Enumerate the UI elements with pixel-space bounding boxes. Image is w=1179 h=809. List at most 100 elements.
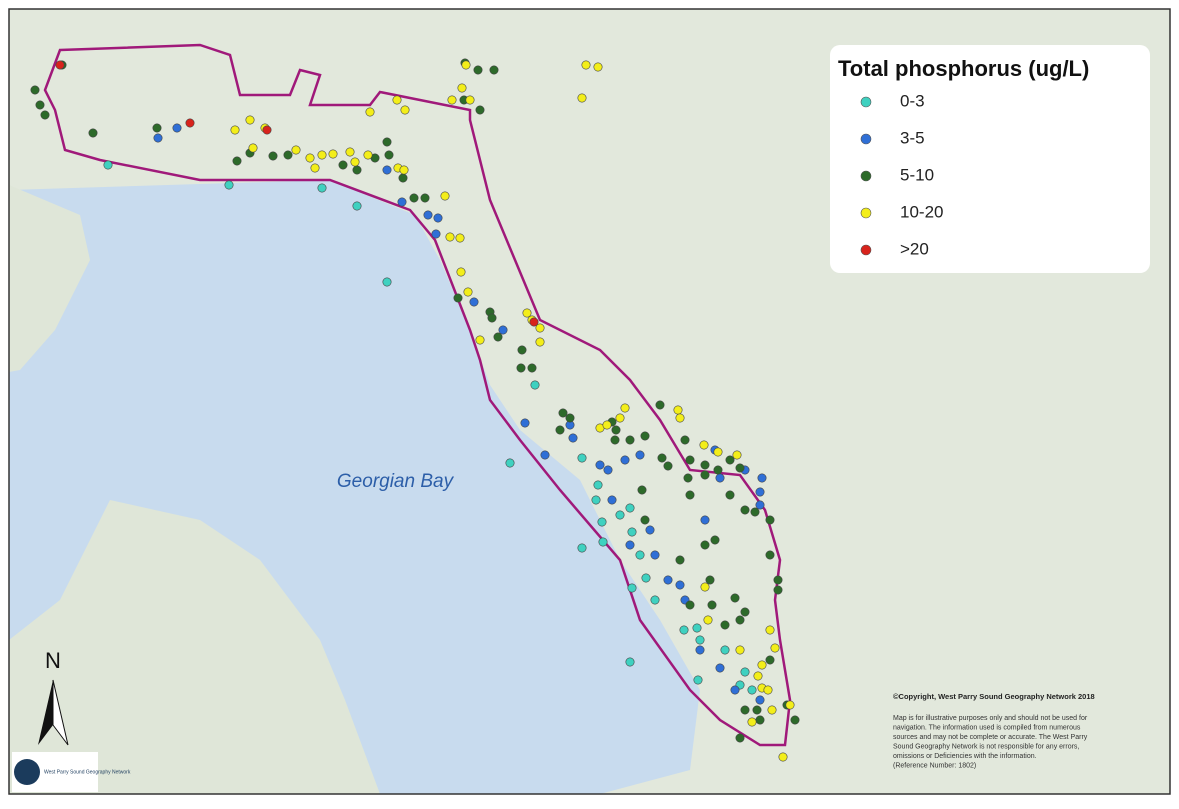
sample-point xyxy=(487,313,497,323)
sample-point xyxy=(40,110,50,120)
sample-point xyxy=(715,663,725,673)
sample-point xyxy=(645,525,655,535)
disclaimer-line: navigation. The information used is comp… xyxy=(893,724,1081,731)
disclaimer-line: Map is for illustrative purposes only an… xyxy=(893,715,1088,722)
sample-point xyxy=(703,615,713,625)
sample-point xyxy=(153,133,163,143)
sample-point xyxy=(540,450,550,460)
sample-point xyxy=(565,413,575,423)
sample-point xyxy=(620,455,630,465)
sample-point xyxy=(328,149,338,159)
sample-point xyxy=(640,515,650,525)
sample-point xyxy=(230,125,240,135)
sample-point xyxy=(224,180,234,190)
north-arrow xyxy=(38,680,53,745)
sample-point xyxy=(455,233,465,243)
sample-point xyxy=(700,540,710,550)
sample-point xyxy=(409,193,419,203)
copyright: ©Copyright, West Parry Sound Geography N… xyxy=(893,692,1095,701)
sample-point xyxy=(692,623,702,633)
sample-point xyxy=(577,93,587,103)
sample-point xyxy=(493,332,503,342)
sample-point xyxy=(710,535,720,545)
sample-point xyxy=(735,733,745,743)
sample-point xyxy=(568,433,578,443)
sample-point xyxy=(392,95,402,105)
sample-point xyxy=(675,413,685,423)
north-arrow xyxy=(52,679,69,746)
north-label: N xyxy=(45,648,61,673)
legend-label: 0-3 xyxy=(900,91,925,110)
sample-point xyxy=(152,123,162,133)
sample-point xyxy=(461,60,471,70)
sample-point xyxy=(248,143,258,153)
sample-point xyxy=(700,515,710,525)
sample-points xyxy=(30,58,800,762)
sample-point xyxy=(685,600,695,610)
sample-point xyxy=(535,323,545,333)
sample-point xyxy=(700,460,710,470)
sample-point xyxy=(398,173,408,183)
sample-point xyxy=(715,473,725,483)
legend-title: Total phosphorus (ug/L) xyxy=(838,56,1089,81)
sample-point xyxy=(700,470,710,480)
sample-point xyxy=(555,425,565,435)
sample-point xyxy=(705,575,715,585)
sample-point xyxy=(641,573,651,583)
sample-point xyxy=(765,655,775,665)
sample-point xyxy=(765,550,775,560)
sample-point xyxy=(790,715,800,725)
sample-point xyxy=(310,163,320,173)
sample-point xyxy=(232,156,242,166)
sample-point xyxy=(420,193,430,203)
sample-point xyxy=(245,115,255,125)
sample-point xyxy=(755,715,765,725)
sample-point xyxy=(447,95,457,105)
legend-swatch xyxy=(860,96,872,108)
sample-point xyxy=(268,151,278,161)
sample-point xyxy=(695,645,705,655)
sample-point xyxy=(713,465,723,475)
sample-point xyxy=(365,107,375,117)
sample-point xyxy=(650,595,660,605)
sample-point xyxy=(473,65,483,75)
sample-point xyxy=(602,420,612,430)
sample-point xyxy=(475,105,485,115)
sample-point xyxy=(581,60,591,70)
sample-point xyxy=(384,150,394,160)
logo-mark xyxy=(14,759,40,785)
logo-text: West Parry Sound Geography Network xyxy=(44,769,131,775)
sample-point xyxy=(685,455,695,465)
sample-point xyxy=(317,150,327,160)
sample-point xyxy=(577,543,587,553)
sample-point xyxy=(172,123,182,133)
sample-point xyxy=(35,100,45,110)
sample-point xyxy=(673,405,683,415)
sample-point xyxy=(498,325,508,335)
sample-point xyxy=(469,297,479,307)
sample-point xyxy=(750,507,760,517)
sample-point xyxy=(720,620,730,630)
sample-point xyxy=(675,555,685,565)
sample-point xyxy=(700,582,710,592)
sample-point xyxy=(475,335,485,345)
sample-point xyxy=(489,65,499,75)
sample-point xyxy=(695,635,705,645)
sample-point xyxy=(683,473,693,483)
sample-point xyxy=(593,480,603,490)
sample-point xyxy=(615,413,625,423)
sample-point xyxy=(400,105,410,115)
legend-swatch xyxy=(860,244,872,256)
frame xyxy=(8,8,1171,795)
sample-point xyxy=(345,147,355,157)
sample-point xyxy=(657,453,667,463)
sample-point xyxy=(730,593,740,603)
sample-point xyxy=(591,495,601,505)
sample-point xyxy=(382,165,392,175)
island xyxy=(9,185,90,372)
sample-point xyxy=(625,540,635,550)
legend-swatch xyxy=(860,133,872,145)
sample-point xyxy=(607,495,617,505)
sample-point xyxy=(517,345,527,355)
sample-point xyxy=(635,450,645,460)
